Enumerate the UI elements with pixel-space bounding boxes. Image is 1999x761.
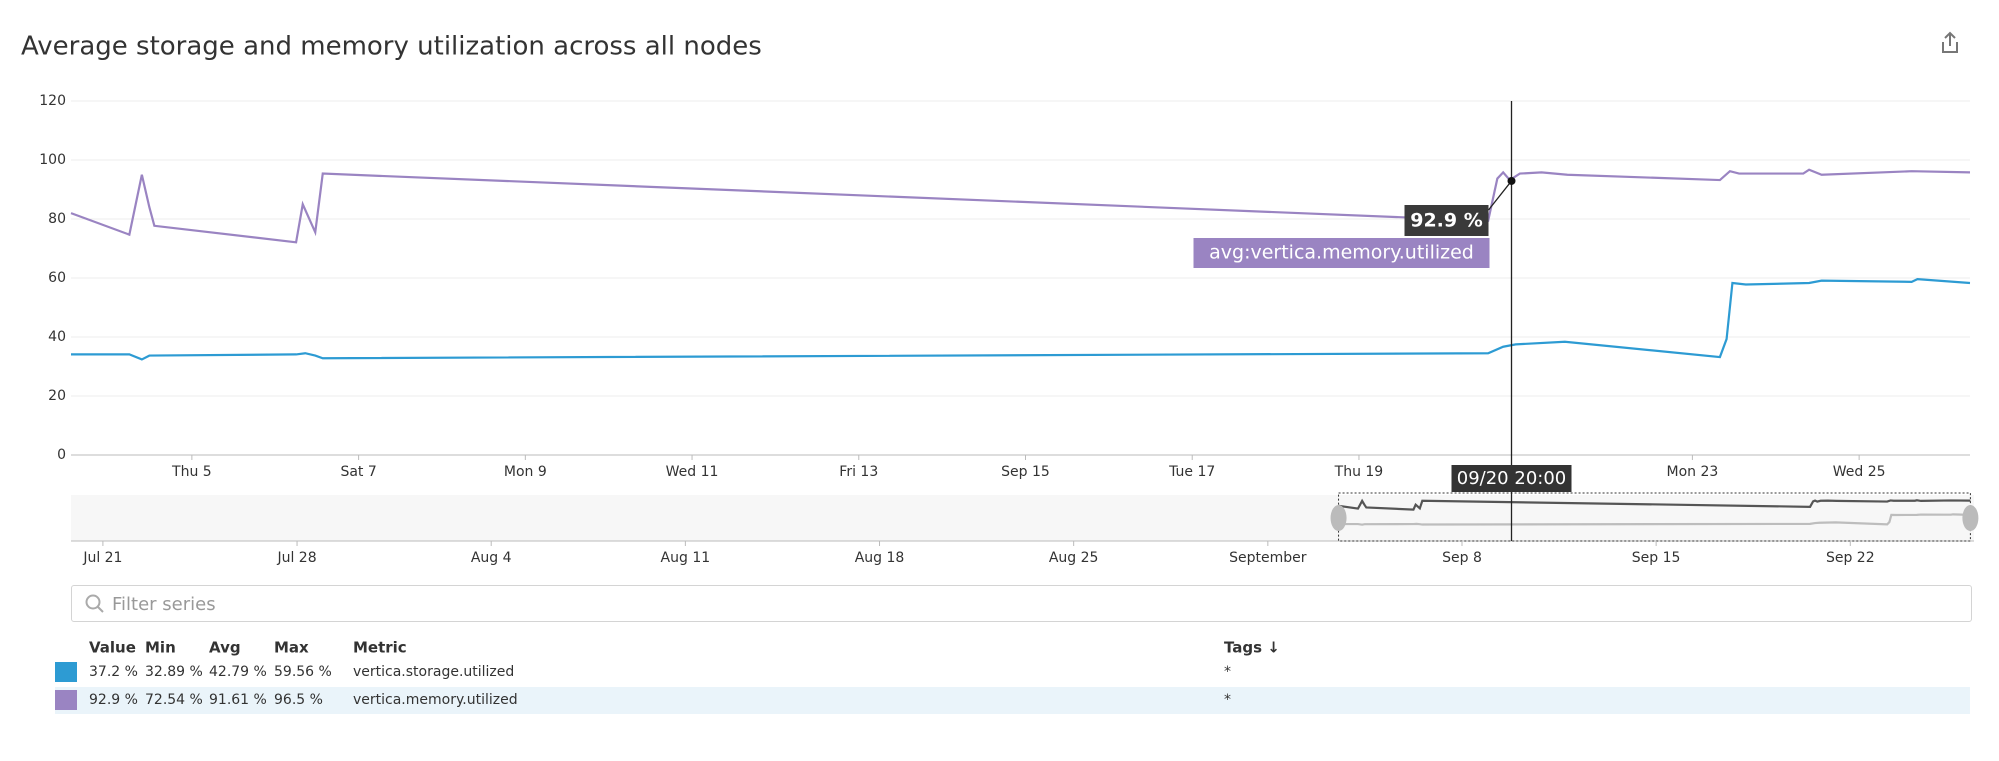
share-icon[interactable] <box>1942 31 1958 53</box>
navigator-tick-label: Sep 22 <box>1826 550 1875 566</box>
navigator-bg <box>71 495 1974 541</box>
table-header: Max <box>274 639 309 657</box>
x-tick-label: Fri 13 <box>839 464 878 480</box>
x-tick-label: Mon 23 <box>1667 464 1719 480</box>
navigator-handle[interactable] <box>1330 505 1347 531</box>
navigator-tick-label: Aug 4 <box>471 550 512 566</box>
table-metric: vertica.memory.utilized <box>353 692 518 708</box>
hover-dot <box>1507 176 1516 185</box>
navigator-tick-label: Jul 28 <box>276 550 316 566</box>
navigator-tick-label: Aug 25 <box>1049 550 1099 566</box>
table-cell: 59.56 % <box>274 664 332 680</box>
hover-date: 09/20 20:00 <box>1457 468 1566 489</box>
x-tick-label: Sep 15 <box>1001 464 1050 480</box>
x-tick-label: Sat 7 <box>340 464 376 480</box>
hover-value: 92.9 % <box>1410 210 1483 232</box>
table-header: Tags ↓ <box>1224 639 1280 657</box>
series-line <box>71 278 1971 361</box>
table-tags: * <box>1224 692 1231 708</box>
y-tick-label: 100 <box>39 152 66 168</box>
y-tick-label: 20 <box>48 388 66 404</box>
y-tick-label: 120 <box>39 93 66 109</box>
table-cell: 37.2 % <box>89 664 138 680</box>
table-header: Metric <box>353 639 407 657</box>
navigator-tick-label: September <box>1229 550 1307 566</box>
navigator-tick-label: Sep 15 <box>1632 550 1681 566</box>
navigator-tick-label: Sep 8 <box>1442 550 1482 566</box>
table-cell: 91.61 % <box>209 692 267 708</box>
series-line <box>70 168 1971 244</box>
hover-series: avg:vertica.memory.utilized <box>1209 242 1474 264</box>
x-tick-label: Mon 9 <box>504 464 547 480</box>
hover-connector <box>1487 180 1513 211</box>
navigator-tick-label: Aug 18 <box>855 550 905 566</box>
x-tick-label: Wed 25 <box>1833 464 1886 480</box>
search-icon <box>85 594 104 613</box>
x-tick-label: Thu 19 <box>1334 464 1384 480</box>
navigator-line <box>1338 498 1971 511</box>
filter-input[interactable]: Filter series <box>71 585 1972 622</box>
y-tick-label: 0 <box>57 447 66 463</box>
y-tick-label: 40 <box>48 329 66 345</box>
filter-placeholder: Filter series <box>112 594 216 615</box>
hover-date-box <box>1451 465 1572 492</box>
navigator-tick-label: Aug 11 <box>661 550 711 566</box>
navigator-line <box>1338 513 1971 526</box>
table-cell: 92.9 % <box>89 692 138 708</box>
table-header: Avg <box>209 639 241 657</box>
series-swatch[interactable] <box>55 662 77 682</box>
hover-value-box <box>1404 205 1489 236</box>
chart-title: Average storage and memory utilization a… <box>21 32 762 62</box>
table-header: Value <box>89 639 136 657</box>
x-tick-label: Thu 5 <box>171 464 212 480</box>
y-tick-label: 60 <box>48 270 66 286</box>
series-swatch[interactable] <box>55 690 77 710</box>
table-cell: 42.79 % <box>209 664 267 680</box>
table-cell: 72.54 % <box>145 692 203 708</box>
row-highlight <box>55 687 1970 714</box>
hover-series-box <box>1193 238 1490 268</box>
navigator-handle[interactable] <box>1962 505 1979 531</box>
navigator-tick-label: Jul 21 <box>82 550 122 566</box>
table-cell: 96.5 % <box>274 692 323 708</box>
x-tick-label: Tue 17 <box>1168 464 1215 480</box>
table-cell: 32.89 % <box>145 664 203 680</box>
table-metric: vertica.storage.utilized <box>353 664 514 680</box>
table-header: Min <box>145 639 176 657</box>
table-tags: * <box>1224 664 1231 680</box>
x-tick-label: Wed 11 <box>666 464 719 480</box>
y-tick-label: 80 <box>48 211 66 227</box>
